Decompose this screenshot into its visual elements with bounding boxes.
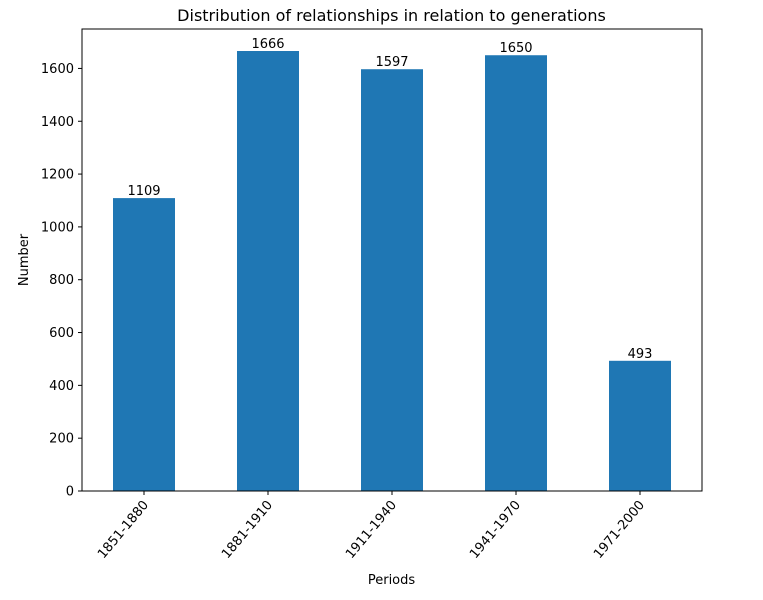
x-tick-label: 1941-1970 bbox=[467, 498, 524, 562]
x-axis-label: Periods bbox=[368, 573, 416, 588]
y-tick-label: 200 bbox=[49, 432, 74, 447]
data-label-1881-1910: 1666 bbox=[251, 37, 284, 52]
x-tick-label: 1911-1940 bbox=[343, 498, 400, 562]
y-tick-label: 1400 bbox=[41, 115, 74, 130]
x-tick-label: 1881-1910 bbox=[219, 498, 276, 562]
y-tick-label: 1200 bbox=[41, 168, 74, 183]
y-tick-label: 600 bbox=[49, 326, 74, 341]
bar-1941-1970 bbox=[485, 55, 547, 492]
chart-title: Distribution of relationships in relatio… bbox=[177, 6, 606, 25]
x-axis: 1851-1880 1881-1910 1911-1940 1941-1970 1971… bbox=[95, 491, 648, 562]
y-tick-label: 1000 bbox=[41, 220, 74, 235]
bar-1911-1940 bbox=[361, 69, 423, 491]
data-label-1971-2000: 493 bbox=[628, 347, 653, 362]
y-tick-label: 0 bbox=[66, 485, 74, 500]
y-axis: 0 200 400 600 800 1000 1200 1400 1600 bbox=[41, 62, 82, 500]
y-tick-label: 1600 bbox=[41, 62, 74, 77]
y-tick-label: 800 bbox=[49, 273, 74, 288]
y-axis-label: Number bbox=[17, 233, 32, 286]
plot-area: 1109 1666 1597 1650 493 bbox=[81, 28, 703, 492]
data-label-1941-1970: 1650 bbox=[499, 41, 532, 56]
bar-1971-2000 bbox=[609, 360, 671, 491]
x-tick-label: 1971-2000 bbox=[591, 498, 648, 562]
data-label-1851-1880: 1109 bbox=[127, 184, 160, 199]
y-tick-label: 400 bbox=[49, 379, 74, 394]
bar-1881-1910 bbox=[237, 51, 299, 491]
data-label-1911-1940: 1597 bbox=[375, 55, 408, 70]
data-labels-group: 1109 1666 1597 1650 493 bbox=[127, 37, 652, 362]
x-tick-label: 1851-1880 bbox=[95, 498, 152, 562]
bars-group bbox=[113, 51, 671, 492]
bar-1851-1880 bbox=[113, 198, 175, 491]
